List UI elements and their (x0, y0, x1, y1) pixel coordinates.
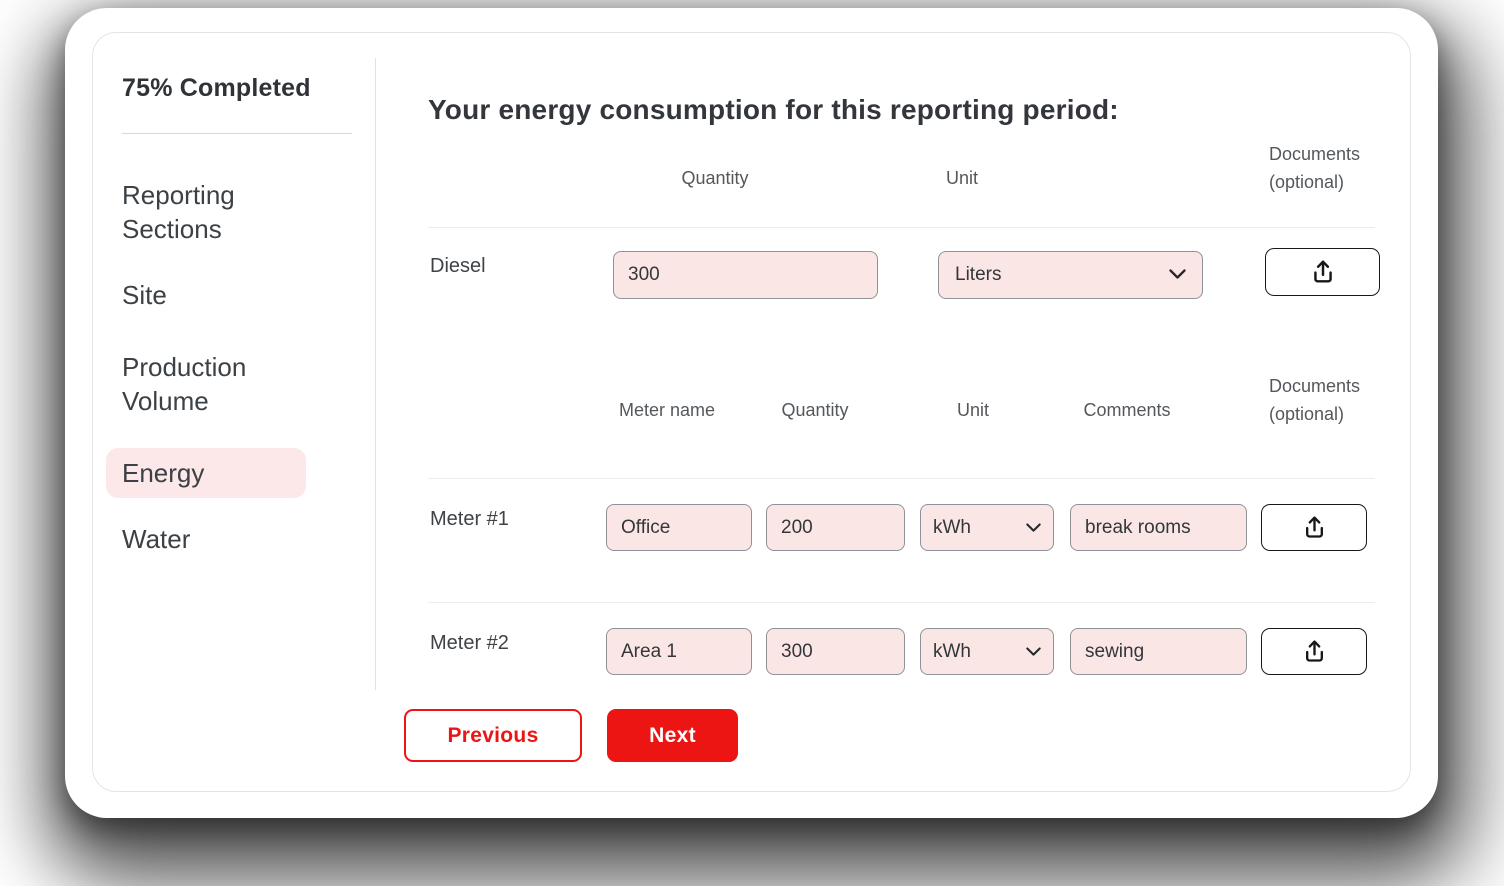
meter1-unit-select[interactable]: kWh (920, 504, 1054, 551)
meter-header-unit: Unit (956, 400, 989, 420)
sidebar-item-production-volume[interactable]: Production Volume (122, 352, 247, 416)
meter2-upload-button[interactable] (1261, 628, 1367, 675)
report-card: 75% Completed Reporting Sections Site Pr… (65, 8, 1438, 818)
meter-table-divider-2 (428, 602, 1375, 603)
meter1-quantity-input[interactable] (766, 504, 905, 551)
diesel-quantity-input[interactable] (613, 251, 878, 299)
progress-divider (122, 133, 352, 134)
chevron-down-icon (1169, 264, 1186, 286)
fuel-header-documents-line2: (optional) (1269, 172, 1345, 192)
meter-header-name: Meter name (618, 400, 716, 420)
sidebar-item-reporting-sections[interactable]: Reporting Sections (122, 180, 235, 244)
meter-header-documents-line2: (optional) (1269, 404, 1345, 424)
meter2-name-input[interactable] (606, 628, 752, 675)
fuel-header-documents: Documents (optional) (1269, 140, 1389, 196)
sidebar-item-site[interactable]: Site (122, 280, 167, 310)
meter2-quantity-input[interactable] (766, 628, 905, 675)
previous-button[interactable]: Previous (404, 709, 582, 762)
fuel-header-unit: Unit (945, 168, 978, 188)
fuel-table-divider (428, 227, 1375, 228)
meter-header-documents: Documents (optional) (1269, 372, 1389, 428)
meter1-name-input[interactable] (606, 504, 752, 551)
upload-icon (1301, 638, 1328, 665)
meter-header-comments: Comments (1083, 400, 1171, 420)
sidebar-divider (375, 58, 376, 690)
fuel-header-documents-line1: Documents (1269, 144, 1361, 164)
chevron-down-icon (1026, 641, 1041, 663)
meter-row-label: Meter #2 (430, 632, 509, 654)
chevron-down-icon (1026, 517, 1041, 539)
fuel-row-label: Diesel (430, 255, 486, 277)
meter-row-label: Meter #1 (430, 508, 509, 530)
upload-icon (1309, 258, 1337, 286)
fuel-header-quantity: Quantity (681, 168, 749, 188)
meter2-unit-value: kWh (933, 640, 971, 662)
upload-icon (1301, 514, 1328, 541)
meter2-unit-select[interactable]: kWh (920, 628, 1054, 675)
diesel-upload-button[interactable] (1265, 248, 1380, 296)
progress-label: 75% Completed (122, 74, 311, 102)
page-title: Your energy consumption for this reporti… (428, 94, 1119, 125)
diesel-unit-select[interactable]: Liters (938, 251, 1203, 299)
meter1-upload-button[interactable] (1261, 504, 1367, 551)
meter-header-documents-line1: Documents (1269, 376, 1361, 396)
sidebar-item-energy[interactable]: Energy (106, 448, 306, 498)
meter-table-divider-1 (428, 478, 1375, 479)
diesel-unit-value: Liters (955, 264, 1002, 285)
meter2-comments-input[interactable] (1070, 628, 1247, 675)
meter1-comments-input[interactable] (1070, 504, 1247, 551)
sidebar-item-water[interactable]: Water (122, 524, 191, 554)
meter1-unit-value: kWh (933, 516, 971, 538)
next-button[interactable]: Next (607, 709, 738, 762)
meter-header-quantity: Quantity (781, 400, 849, 420)
